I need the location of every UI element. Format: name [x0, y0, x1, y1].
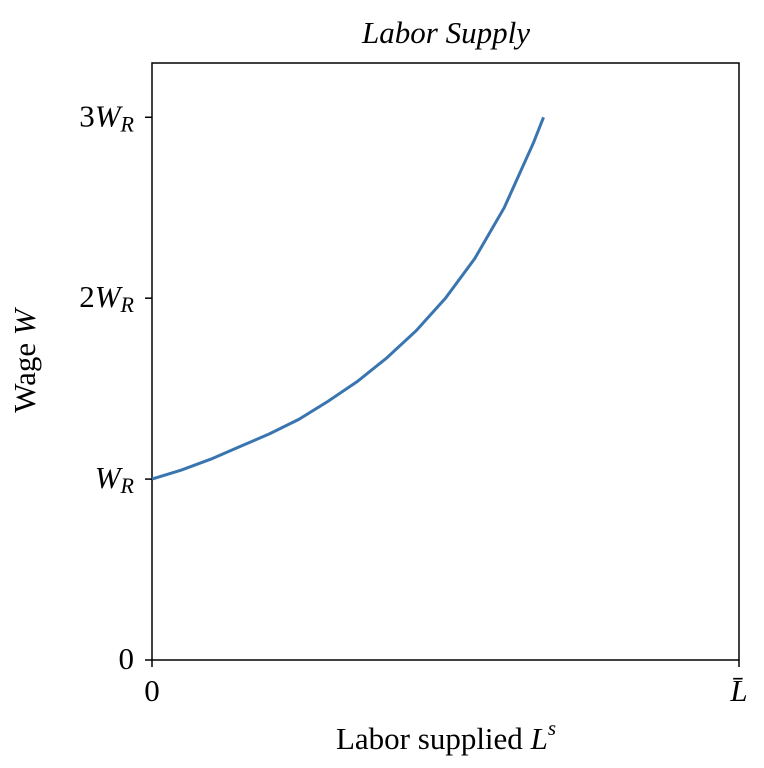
y-tick-label: 0 [119, 641, 135, 676]
chart-title: Labor Supply [361, 15, 530, 50]
y-tick-label: 2WR [79, 279, 134, 317]
x-axis-label: Labor supplied Ls [336, 716, 556, 756]
y-axis-label: Wage W [7, 306, 42, 413]
y-tick-label: WR [95, 460, 135, 498]
x-tick-label: 0 [144, 673, 160, 708]
plot-frame [151, 62, 740, 661]
y-tick-label: 3WR [79, 98, 134, 136]
line-series [151, 116, 545, 481]
x-tick-label: L̄ [729, 673, 747, 708]
